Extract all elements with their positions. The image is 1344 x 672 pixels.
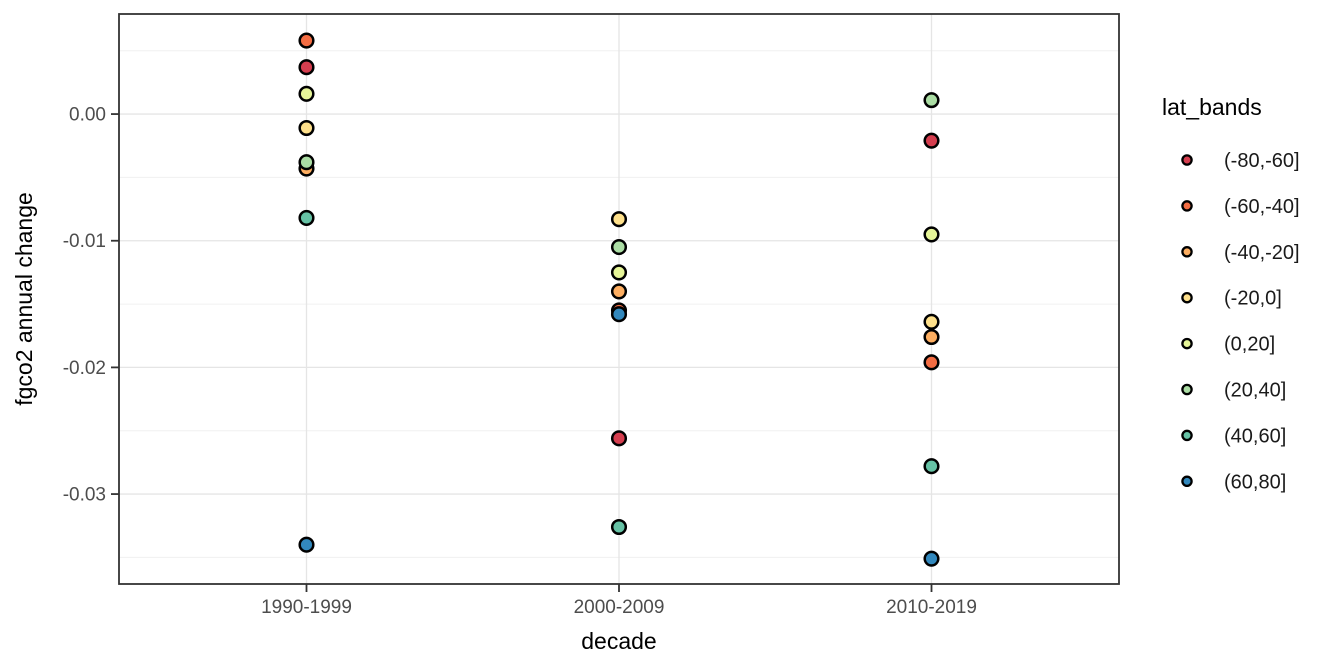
y-tick-label: -0.02 xyxy=(63,358,106,379)
y-tick-label: -0.03 xyxy=(63,485,106,506)
y-axis-title: fgco2 annual change xyxy=(11,192,37,406)
data-point xyxy=(610,306,628,323)
data-point xyxy=(610,518,628,536)
legend-label: (-80,-60] xyxy=(1224,150,1300,172)
x-axis-title: decade xyxy=(581,628,656,654)
legend-key xyxy=(1181,200,1193,212)
data-point xyxy=(298,209,315,226)
y-tick-label: -0.01 xyxy=(63,231,106,252)
data-point xyxy=(923,226,940,243)
data-point xyxy=(923,132,940,149)
legend-label: (20,40] xyxy=(1224,380,1286,402)
y-tick-label: 0.00 xyxy=(69,105,106,126)
data-point xyxy=(610,211,628,228)
data-point xyxy=(923,354,940,371)
legend-key xyxy=(1181,383,1193,396)
data-point xyxy=(298,59,315,76)
legend-key xyxy=(1181,291,1193,304)
data-point xyxy=(298,85,315,102)
legend-label: (-40,-20] xyxy=(1224,242,1300,264)
data-point xyxy=(610,430,628,447)
legend-label: (-60,-40] xyxy=(1224,196,1300,218)
data-point xyxy=(923,550,940,567)
legend-label: (40,60] xyxy=(1224,425,1286,447)
data-point xyxy=(298,536,315,553)
data-point xyxy=(923,313,940,330)
legend-key xyxy=(1181,246,1193,258)
data-point xyxy=(923,458,940,475)
data-point xyxy=(298,32,315,49)
legend-label: (0,20] xyxy=(1224,334,1275,356)
data-point xyxy=(610,283,628,300)
data-point xyxy=(923,328,940,346)
legend-label: (60,80] xyxy=(1224,471,1286,493)
x-tick-label: 1990-1999 xyxy=(261,597,352,618)
x-tick-label: 2010-2019 xyxy=(886,597,977,618)
legend-key xyxy=(1181,475,1193,488)
legend-title: lat_bands xyxy=(1162,94,1262,120)
data-point xyxy=(610,239,628,256)
legend-label: (-20,0] xyxy=(1224,288,1282,310)
legend-key xyxy=(1181,337,1193,350)
data-point xyxy=(298,119,315,137)
data-point xyxy=(923,92,940,109)
x-tick-label: 2000-2009 xyxy=(574,597,665,618)
legend-key xyxy=(1181,429,1193,442)
legend-key xyxy=(1181,154,1193,166)
data-point xyxy=(298,154,315,171)
data-point xyxy=(610,264,628,281)
